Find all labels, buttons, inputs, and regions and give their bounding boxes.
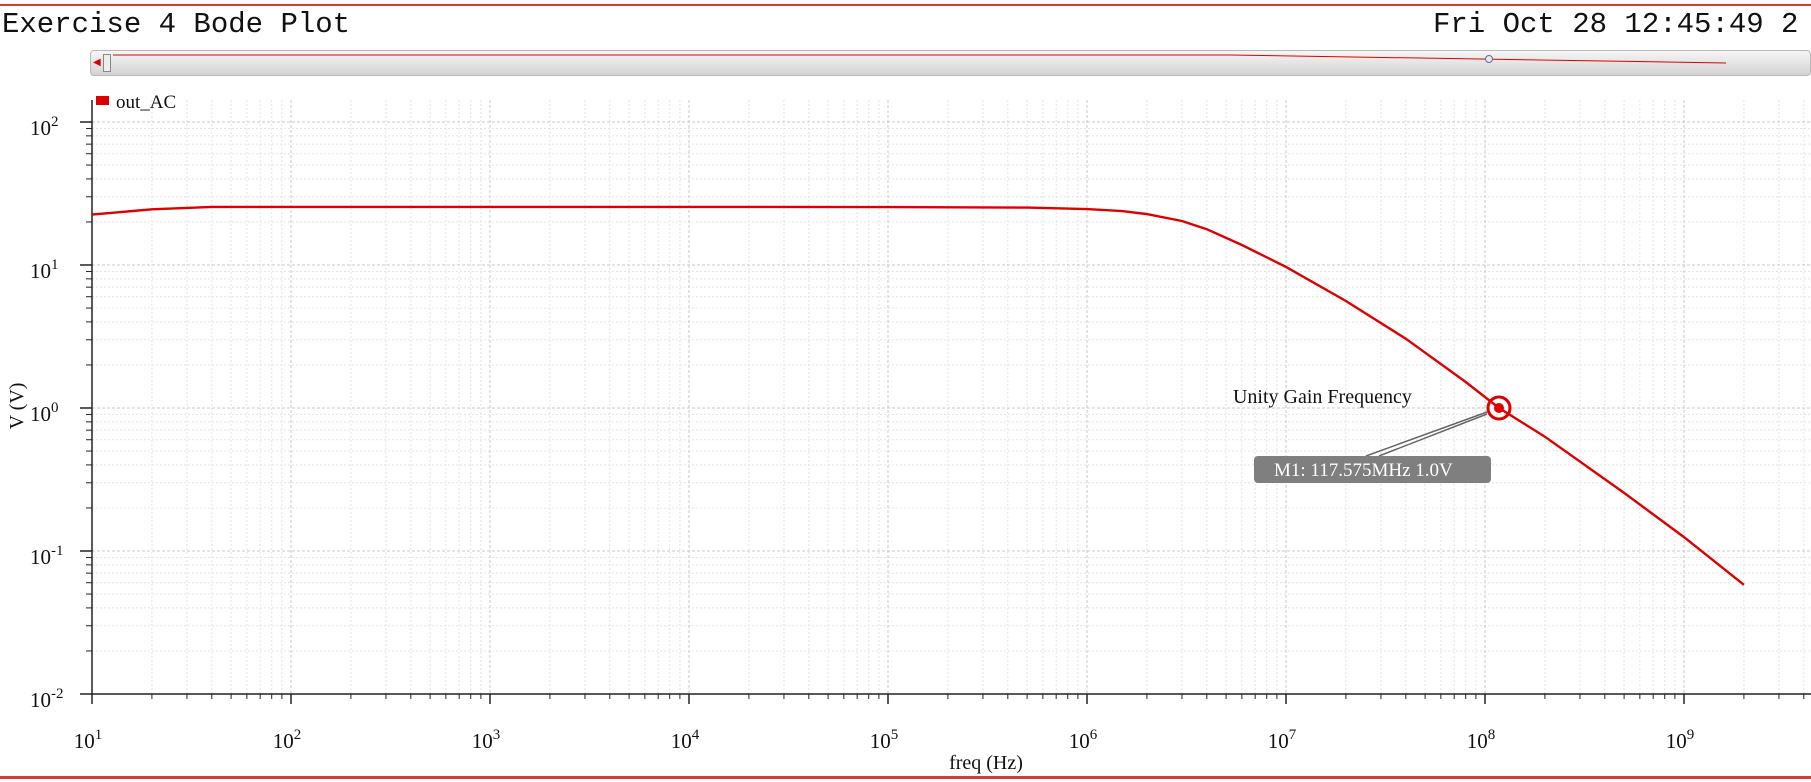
x-tick-label: 104 bbox=[671, 727, 700, 753]
x-tick-label: 103 bbox=[472, 727, 501, 753]
minor-grid bbox=[92, 100, 1811, 694]
y-axis-label: V (V) bbox=[6, 383, 28, 430]
scrollbar-trace-preview bbox=[113, 54, 1727, 64]
scrollbar-marker-icon bbox=[1485, 55, 1493, 63]
timestamp: Fri Oct 28 12:45:49 2 bbox=[1433, 8, 1799, 41]
bode-plot[interactable]: 101 102 103 104 105 106 107 108 109 102 101 100 10-… bbox=[0, 76, 1811, 776]
bottom-border-line bbox=[0, 776, 1811, 779]
y-tick-label: 102 bbox=[30, 114, 59, 140]
x-tick-label: 101 bbox=[74, 727, 103, 753]
plot-window-title: Exercise 4 Bode Plot bbox=[2, 8, 351, 41]
major-grid bbox=[91, 100, 1811, 695]
legend-swatch-out-ac bbox=[96, 96, 109, 105]
axes bbox=[91, 100, 1811, 695]
x-tick-label: 106 bbox=[1069, 727, 1098, 753]
y-tick-label: 100 bbox=[30, 400, 59, 426]
x-tick-label: 102 bbox=[273, 727, 302, 753]
x-axis-ticks: 101 102 103 104 105 106 107 108 109 bbox=[74, 694, 1805, 753]
marker-m1[interactable]: M1: 117.575MHz 1.0V bbox=[1253, 395, 1512, 483]
marker-dot-icon bbox=[1493, 403, 1504, 413]
top-border-line bbox=[0, 4, 1811, 6]
legend-label-out-ac: out_AC bbox=[116, 92, 176, 113]
x-tick-label: 109 bbox=[1666, 727, 1695, 753]
legend[interactable]: out_AC bbox=[96, 92, 176, 113]
annotation-unity-gain: Unity Gain Frequency bbox=[1233, 386, 1412, 408]
marker-label-text: M1: 117.575MHz 1.0V bbox=[1274, 460, 1453, 481]
x-axis-scrollbar[interactable]: ◀ bbox=[90, 50, 1811, 76]
scroll-left-arrow-icon[interactable]: ◀ bbox=[93, 57, 101, 68]
marker-label-box[interactable] bbox=[1253, 456, 1491, 483]
x-tick-label: 107 bbox=[1268, 727, 1297, 753]
y-tick-label: 10-2 bbox=[30, 686, 64, 712]
x-tick-label: 108 bbox=[1467, 727, 1496, 753]
marker-ring-icon[interactable] bbox=[1486, 395, 1512, 421]
marker-leader-line bbox=[1365, 411, 1488, 457]
y-tick-label: 10-1 bbox=[30, 543, 64, 569]
x-axis-label: freq (Hz) bbox=[949, 752, 1023, 774]
trace-out-ac[interactable] bbox=[91, 205, 1745, 586]
y-tick-label: 101 bbox=[30, 257, 59, 283]
marker-leader-line-2 bbox=[1378, 413, 1488, 457]
scroll-handle[interactable] bbox=[103, 54, 111, 72]
y-axis-ticks: 102 101 100 10-1 10-2 bbox=[30, 114, 92, 712]
x-tick-label: 105 bbox=[870, 727, 899, 753]
